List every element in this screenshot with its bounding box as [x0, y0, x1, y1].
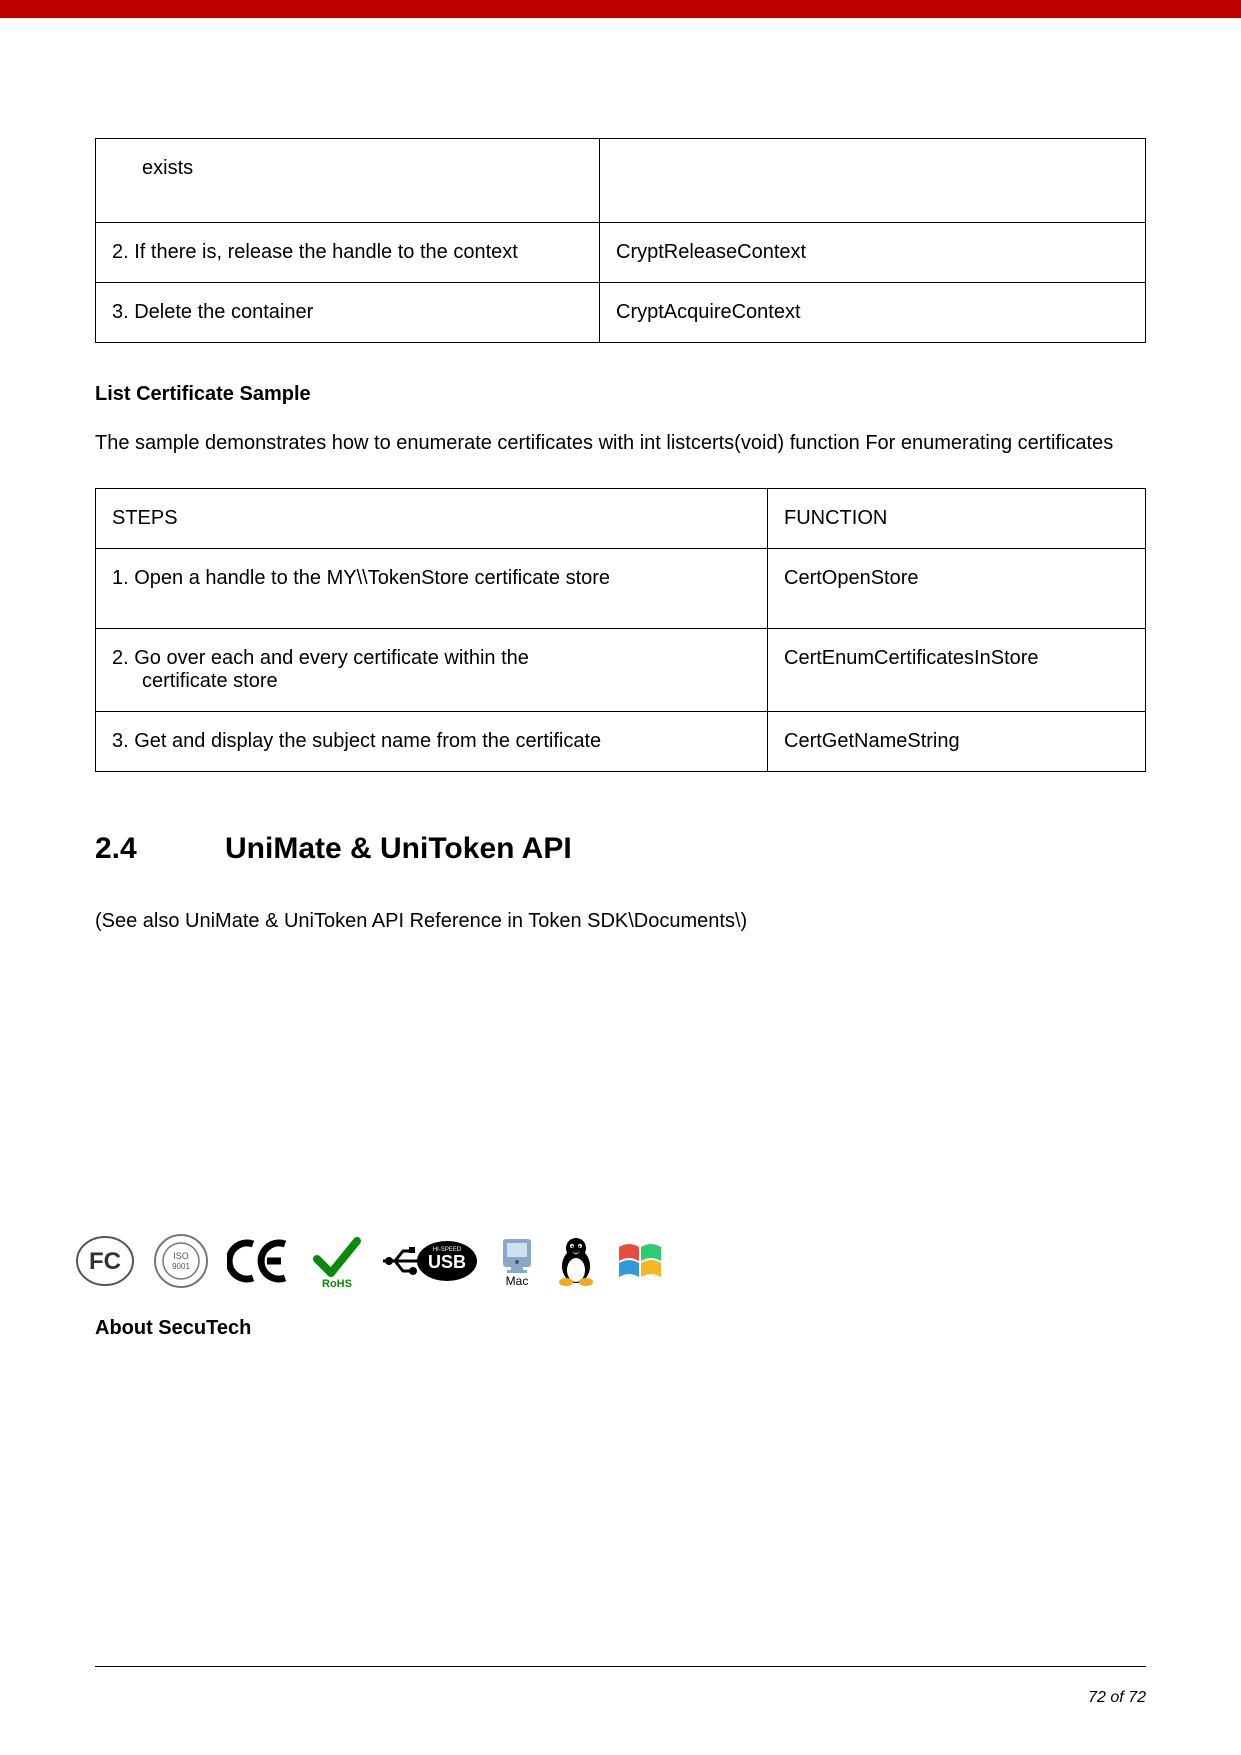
func-cell: CertEnumCertificatesInStore	[768, 629, 1146, 712]
certification-logos: FC ISO 9001 RoHS USB HI-SPEED	[75, 1233, 1146, 1289]
header-bar	[0, 0, 1241, 18]
step-cell: 2. Go over each and every certificate wi…	[96, 629, 768, 712]
footer-divider	[95, 1666, 1146, 1667]
table-row: 1. Open a handle to the MY\\TokenStore c…	[96, 549, 1146, 629]
about-secutech-heading: About SecuTech	[95, 1317, 1146, 1340]
table-row: exists	[96, 139, 1146, 223]
step-cell: 2. If there is, release the handle to th…	[96, 223, 600, 283]
steps-table-2: STEPS FUNCTION 1. Open a handle to the M…	[95, 488, 1146, 772]
linux-logo-icon	[555, 1236, 597, 1286]
list-cert-paragraph: The sample demonstrates how to enumerate…	[95, 428, 1146, 458]
svg-text:9001: 9001	[172, 1262, 190, 1271]
page-total: 72	[1128, 1689, 1146, 1706]
page-content: exists 2. If there is, release the handl…	[0, 18, 1241, 1340]
func-cell: CryptReleaseContext	[600, 223, 1146, 283]
steps-table-1: exists 2. If there is, release the handl…	[95, 138, 1146, 343]
svg-text:RoHS: RoHS	[322, 1278, 352, 1289]
step-cell: 3. Delete the container	[96, 283, 600, 343]
ce-logo-icon	[227, 1238, 291, 1284]
header-steps: STEPS	[96, 489, 768, 549]
svg-text:Mac: Mac	[506, 1274, 529, 1287]
mac-logo-icon: Mac	[497, 1235, 537, 1287]
table-row: 3. Delete the container CryptAcquireCont…	[96, 283, 1146, 343]
list-cert-heading: List Certificate Sample	[95, 383, 1146, 406]
step-line1: 2. Go over each and every certificate wi…	[112, 647, 529, 669]
rohs-logo-icon: RoHS	[309, 1233, 365, 1289]
page-number: 72 of 72	[1088, 1689, 1146, 1707]
step-cell: 1. Open a handle to the MY\\TokenStore c…	[96, 549, 768, 629]
section-2-4-heading: 2.4UniMate & UniToken API	[95, 832, 1146, 866]
svg-text:FC: FC	[89, 1248, 121, 1275]
step-text: exists	[112, 157, 193, 180]
table-row: 3. Get and display the subject name from…	[96, 712, 1146, 772]
page-of: of	[1110, 1689, 1123, 1706]
page-current: 72	[1088, 1689, 1106, 1706]
usb-logo-icon: USB HI-SPEED	[383, 1239, 479, 1283]
header-function: FUNCTION	[768, 489, 1146, 549]
step-cell: 3. Get and display the subject name from…	[96, 712, 768, 772]
svg-text:USB: USB	[428, 1252, 466, 1272]
svg-text:ISO: ISO	[173, 1251, 189, 1261]
func-cell: CertGetNameString	[768, 712, 1146, 772]
func-cell: CryptAcquireContext	[600, 283, 1146, 343]
windows-logo-icon	[615, 1237, 667, 1285]
func-cell	[600, 139, 1146, 223]
svg-text:HI-SPEED: HI-SPEED	[433, 1247, 462, 1253]
table-row: 2. If there is, release the handle to th…	[96, 223, 1146, 283]
step-line2: certificate store	[112, 670, 278, 693]
section-2-4-ref: (See also UniMate & UniToken API Referen…	[95, 910, 1146, 933]
section-number: 2.4	[95, 832, 225, 866]
table-row: 2. Go over each and every certificate wi…	[96, 629, 1146, 712]
section-title: UniMate & UniToken API	[225, 832, 572, 865]
func-cell: CertOpenStore	[768, 549, 1146, 629]
table-header-row: STEPS FUNCTION	[96, 489, 1146, 549]
step-cell: exists	[96, 139, 600, 223]
fc-logo-icon: FC	[75, 1235, 135, 1287]
iso-logo-icon: ISO 9001	[153, 1233, 209, 1289]
